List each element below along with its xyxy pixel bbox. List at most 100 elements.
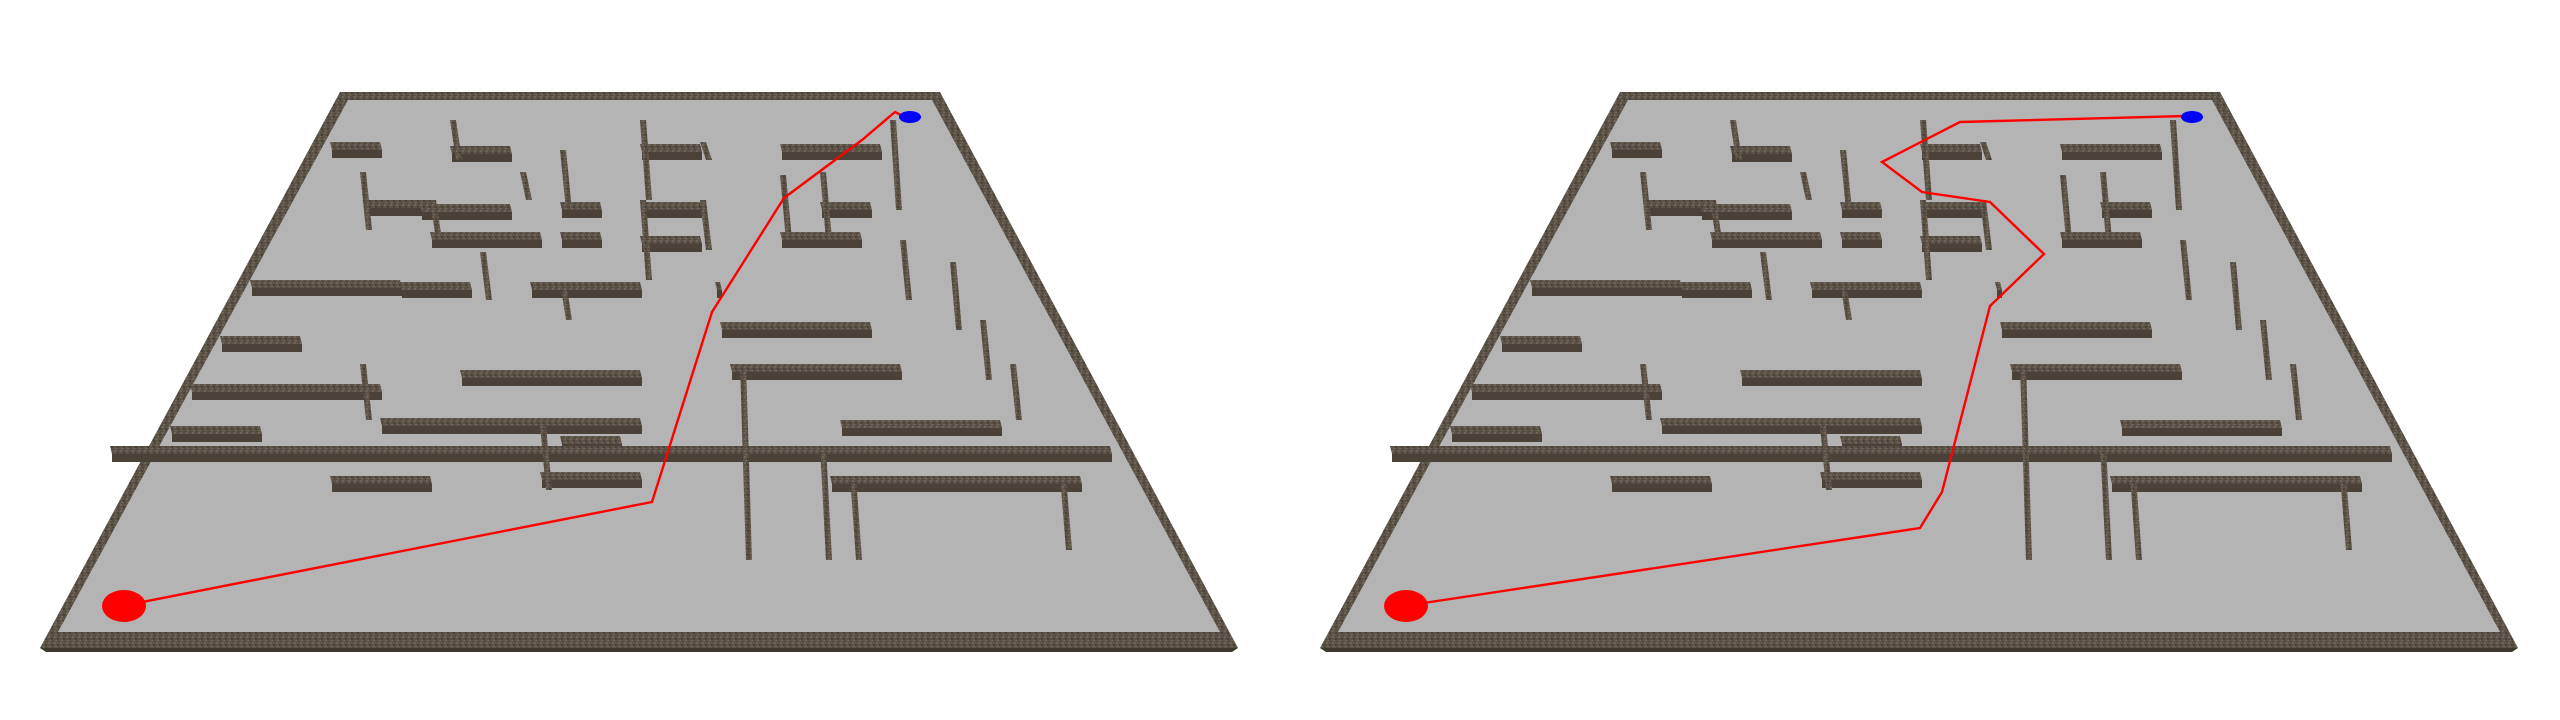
maze-wall-side xyxy=(332,484,432,492)
maze-wall xyxy=(2340,476,2352,550)
maze-wall-side xyxy=(432,240,542,248)
maze-wall xyxy=(1840,436,1902,444)
maze-wall-side xyxy=(722,330,872,338)
maze-wall xyxy=(2020,364,2032,560)
maze-wall xyxy=(730,364,902,372)
maze-wall xyxy=(720,322,872,330)
maze-wall-side xyxy=(1742,378,1922,386)
maze-wall xyxy=(2120,420,2282,428)
maze-wall-side xyxy=(1922,210,1982,218)
maze-floor xyxy=(58,100,1220,632)
maze-wall xyxy=(220,336,302,344)
maze-outer-wall-base xyxy=(1320,648,2518,652)
maze-wall-side xyxy=(462,378,642,386)
maze-wall xyxy=(1995,282,2002,290)
maze-wall-side xyxy=(562,210,602,218)
maze-wall xyxy=(1640,364,1652,420)
maze-wall xyxy=(980,320,992,380)
maze-wall-side xyxy=(1922,152,1982,160)
maze-wall xyxy=(780,232,862,240)
maze-wall-side xyxy=(1842,240,1882,248)
maze-wall-side xyxy=(1502,344,1582,352)
start-marker xyxy=(102,590,146,622)
maze-wall xyxy=(2060,175,2072,240)
maze-wall xyxy=(520,172,532,200)
maze-outer-wall-base xyxy=(40,648,1238,652)
maze-wall-side xyxy=(367,208,432,216)
maze-wall xyxy=(950,262,962,330)
maze-wall xyxy=(840,420,1002,428)
maze-wall xyxy=(1610,142,1662,150)
maze-wall xyxy=(1730,120,1742,160)
maze-wall xyxy=(1820,426,1832,490)
maze-wall xyxy=(1710,200,1722,240)
maze-wall xyxy=(2220,476,2312,484)
maze-wall xyxy=(1980,200,1992,250)
maze-wall-side xyxy=(1712,240,1822,248)
goal-marker xyxy=(2181,111,2203,123)
maze-wall-side xyxy=(1662,426,1922,434)
maze-wall-side xyxy=(1647,208,1712,216)
maze-wall xyxy=(1980,142,1992,160)
maze-wall-side xyxy=(1612,150,1662,158)
maze-wall xyxy=(560,232,602,240)
maze-wall xyxy=(1920,144,1982,152)
maze-panel-left xyxy=(40,92,1238,652)
maze-wall xyxy=(1660,418,1922,426)
maze-wall xyxy=(1820,472,1922,480)
maze-panel-right xyxy=(1320,92,2518,652)
maze-wall-side xyxy=(192,392,382,400)
solution-path xyxy=(1403,114,2191,608)
maze-wall xyxy=(380,418,642,426)
maze-wall xyxy=(1800,172,1812,200)
maze-wall-side xyxy=(452,154,512,162)
maze-walls xyxy=(1390,120,2392,560)
maze-wall xyxy=(1470,384,1662,392)
maze-wall xyxy=(1840,282,1852,320)
maze-wall xyxy=(450,120,462,160)
maze-wall-side xyxy=(1472,392,1662,400)
maze-wall xyxy=(540,472,642,480)
maze-wall xyxy=(1640,172,1652,230)
maze-wall xyxy=(2180,240,2192,300)
maze-walls xyxy=(110,120,1112,560)
maze-wall xyxy=(1920,200,1932,280)
maze-wall-side xyxy=(252,288,402,296)
maze-wall-side xyxy=(1922,244,1982,252)
maze-wall-side xyxy=(782,152,882,160)
maze-wall xyxy=(2060,144,2162,152)
maze-wall xyxy=(640,120,652,200)
maze-wall xyxy=(2260,320,2272,380)
maze-wall xyxy=(1730,146,1792,154)
maze-wall-side xyxy=(1682,290,1752,298)
maze-wall xyxy=(540,426,552,490)
solution-path xyxy=(121,110,906,608)
maze-wall-side xyxy=(2122,428,2282,436)
maze-wall-side xyxy=(2062,152,2162,160)
goal-marker xyxy=(899,111,921,123)
maze-wall xyxy=(2290,364,2302,420)
maze-wall xyxy=(1060,476,1072,550)
maze-wall xyxy=(460,370,642,378)
maze-wall xyxy=(190,384,382,392)
maze-wall-side xyxy=(562,240,602,248)
maze-wall-side xyxy=(1452,434,1542,442)
maze-wall xyxy=(170,426,262,434)
maze-wall-side xyxy=(1392,454,2392,462)
maze-wall xyxy=(2230,262,2242,330)
maze-wall-side xyxy=(1532,288,1682,296)
maze-wall-side xyxy=(1812,290,1922,298)
maze-wall xyxy=(2100,202,2152,210)
maze-wall xyxy=(820,202,872,210)
maze-wall xyxy=(900,240,912,300)
maze-wall xyxy=(820,172,832,240)
maze-wall xyxy=(1920,236,1982,244)
maze-wall xyxy=(560,282,572,320)
maze-wall xyxy=(715,282,722,290)
maze-wall-side xyxy=(382,426,642,434)
maze-wall xyxy=(640,144,702,152)
maze-wall xyxy=(780,144,882,152)
maze-wall xyxy=(1760,252,1772,300)
maze-wall-side xyxy=(1822,480,1922,488)
